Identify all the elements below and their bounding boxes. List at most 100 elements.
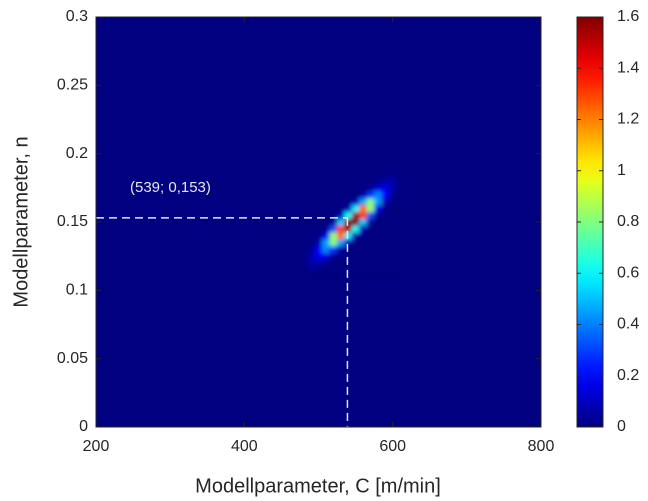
heatmap-cell [351, 266, 360, 274]
heatmap-cell [337, 245, 345, 254]
heatmap-cell [381, 239, 390, 247]
heatmap-cell [359, 170, 368, 178]
heatmap-cell [351, 170, 360, 178]
heatmap-cell [322, 225, 330, 233]
heatmap-cell [388, 191, 397, 199]
heatmap-cell [366, 266, 375, 274]
heatmap-cell [374, 177, 382, 185]
heatmap-cell [374, 184, 382, 192]
heatmap-cell [388, 170, 397, 178]
heatmap-cell [388, 211, 397, 219]
heatmap-cell [314, 218, 323, 226]
heatmap-cell [359, 266, 368, 274]
heatmap-cell [351, 232, 360, 240]
heatmap-cell [388, 218, 397, 226]
heatmap-cell [374, 211, 382, 219]
x-tick-label: 800 [528, 438, 555, 455]
y-tick-label: 0.15 [57, 213, 88, 230]
heatmap-cell [329, 198, 338, 206]
heatmap-cell [329, 177, 338, 185]
heatmap-cell [388, 259, 397, 267]
colorbar-tick-label: 1.4 [617, 59, 639, 76]
heatmap-cell [307, 232, 316, 240]
heatmap-cell [322, 198, 330, 206]
heatmap-cell [314, 245, 323, 254]
heatmap-cell [314, 177, 323, 185]
heatmap-cell [381, 252, 390, 260]
heatmap-cell [351, 184, 360, 192]
heatmap-cell [337, 239, 345, 247]
heatmap-cell [388, 266, 397, 274]
heatmap-cell [329, 245, 338, 254]
heatmap-cell [314, 239, 323, 247]
heatmap-cell [374, 252, 382, 260]
heatmap-cell [337, 198, 345, 206]
heatmap-cell [359, 191, 368, 199]
heatmap-cell [337, 225, 345, 233]
heatmap-cell [351, 259, 360, 267]
heatmap-cell [359, 252, 368, 260]
heatmap-cell [344, 170, 353, 178]
heatmap-cell [359, 184, 368, 192]
y-tick-label: 0.2 [66, 145, 88, 162]
heatmap-cell [344, 211, 353, 219]
heatmap-cell [329, 232, 338, 240]
heatmap-cell [322, 218, 330, 226]
heatmap-cell [359, 177, 368, 185]
heatmap-cell [359, 204, 368, 213]
heatmap-cell [307, 259, 316, 267]
heatmap-cell [359, 245, 368, 254]
heatmap-cell [322, 252, 330, 260]
heatmap-cell [374, 191, 382, 199]
heatmap-cell [307, 225, 316, 233]
heatmap-cell [381, 211, 390, 219]
heatmap-cell [359, 211, 368, 219]
colorbar-tick-label: 0.6 [617, 264, 639, 281]
heatmap-cell [366, 184, 375, 192]
heatmap-cell [307, 218, 316, 226]
heatmap-cell [307, 252, 316, 260]
heatmap-cell [322, 184, 330, 192]
heatmap-cell [337, 232, 345, 240]
x-tick-label: 200 [83, 438, 110, 455]
marker-label: (539; 0,153) [130, 179, 211, 196]
heatmap-cell [314, 191, 323, 199]
heatmap-cell [322, 191, 330, 199]
heatmap-cell [366, 204, 375, 213]
y-axis-label: Modellparameter, n [10, 136, 32, 307]
heatmap-cell [351, 211, 360, 219]
heatmap-cell [351, 218, 360, 226]
heatmap-cell [388, 225, 397, 233]
heatmap-cell [381, 184, 390, 192]
heatmap-cell [344, 218, 353, 226]
heatmap-cell [359, 259, 368, 267]
heatmap-cell [388, 177, 397, 185]
heatmap-cell [388, 198, 397, 206]
heatmap-cell [307, 184, 316, 192]
heatmap-cell [337, 191, 345, 199]
heatmap-cell [381, 245, 390, 254]
x-tick-label: 400 [231, 438, 258, 455]
heatmap-cell [366, 245, 375, 254]
heatmap-cell [381, 225, 390, 233]
heatmap-cell [351, 252, 360, 260]
heatmap-cell [307, 266, 316, 274]
heatmap-cell [314, 225, 323, 233]
heatmap-cell [322, 211, 330, 219]
heatmap-cell [351, 245, 360, 254]
colorbar [576, 16, 604, 428]
heatmap-cell [307, 204, 316, 213]
heatmap-cell [366, 191, 375, 199]
heatmap-cell [359, 239, 368, 247]
heatmap-cell [314, 198, 323, 206]
heatmap-cell [329, 204, 338, 213]
heatmap-cell [329, 259, 338, 267]
heatmap-cell [381, 204, 390, 213]
colorbar-tick-label: 1 [617, 162, 626, 179]
heatmap-cell [307, 211, 316, 219]
heatmap-cell [366, 232, 375, 240]
heatmap-cell [322, 266, 330, 274]
heatmap-cell [329, 239, 338, 247]
heatmap-cell [337, 177, 345, 185]
